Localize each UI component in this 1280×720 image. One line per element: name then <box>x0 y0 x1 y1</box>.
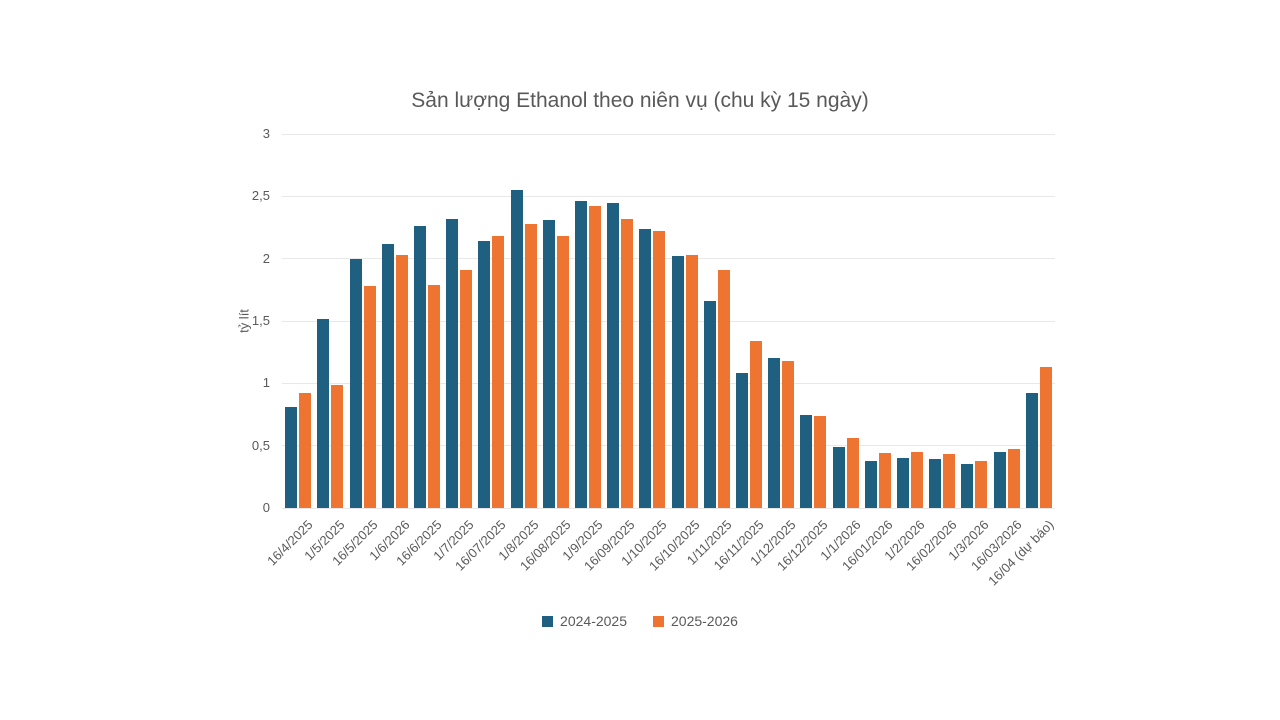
bar-2025-2026 <box>1007 449 1020 508</box>
y-tick-label: 2,5 <box>251 188 270 204</box>
bar-group <box>894 134 926 508</box>
gridline <box>282 195 1055 197</box>
bar-2025-2026 <box>395 254 408 508</box>
bar-group <box>669 134 701 508</box>
bar-group <box>797 134 829 508</box>
bar-2025-2026 <box>717 269 730 508</box>
bar-2024-2025 <box>446 218 459 508</box>
bar-group <box>636 134 668 508</box>
x-tick-label: 16/4/2025 <box>264 517 316 569</box>
bar-group <box>443 134 475 508</box>
bar-2025-2026 <box>524 223 537 508</box>
bar-2025-2026 <box>363 286 376 508</box>
bar-2025-2026 <box>943 454 956 508</box>
bar-group <box>572 134 604 508</box>
bar-2024-2025 <box>800 414 813 508</box>
y-tick-label: 3 <box>262 126 270 141</box>
bar-group <box>540 134 572 508</box>
bar-group <box>346 134 378 508</box>
gridline <box>282 258 1055 260</box>
bar-group <box>765 134 797 508</box>
bar-2025-2026 <box>814 415 827 508</box>
bar-2024-2025 <box>542 220 555 508</box>
bar-2024-2025 <box>993 451 1006 508</box>
bar-2025-2026 <box>653 231 666 508</box>
bar-2025-2026 <box>750 340 762 508</box>
bar-2024-2025 <box>929 459 942 508</box>
bar-2024-2025 <box>736 373 748 508</box>
bar-2024-2025 <box>768 358 781 508</box>
y-tick-label: 0,5 <box>251 437 270 453</box>
legend: 2024-2025 2025-2026 <box>0 613 1280 629</box>
gridline <box>282 507 1055 509</box>
bar-2025-2026 <box>492 236 505 508</box>
bar-2024-2025 <box>285 407 298 508</box>
bar-2024-2025 <box>639 228 652 508</box>
bar-2024-2025 <box>478 241 491 508</box>
bar-2025-2026 <box>621 218 634 508</box>
bar-2024-2025 <box>1025 393 1038 508</box>
bar-2024-2025 <box>381 243 394 508</box>
gridline <box>282 133 1055 135</box>
chart-title: Sản lượng Ethanol theo niên vụ (chu kỳ 1… <box>411 89 869 112</box>
bar-2024-2025 <box>671 256 684 508</box>
bar-2025-2026 <box>685 254 698 508</box>
bar-group <box>411 134 443 508</box>
bar-2025-2026 <box>460 269 473 508</box>
legend-item: 2025-2026 <box>653 613 738 629</box>
bar-2024-2025 <box>832 446 845 508</box>
bar-group <box>507 134 539 508</box>
legend-swatch <box>542 615 554 627</box>
bar-group <box>958 134 990 508</box>
bar-2024-2025 <box>349 258 362 508</box>
bar-group <box>926 134 958 508</box>
y-tick-label: 1,5 <box>251 313 270 328</box>
bar-2025-2026 <box>427 284 440 508</box>
bar-2024-2025 <box>864 460 877 508</box>
bar-2025-2026 <box>588 206 601 508</box>
bar-2024-2025 <box>574 201 587 508</box>
bar-group <box>830 134 862 508</box>
gridline <box>282 320 1055 322</box>
bar-2025-2026 <box>299 393 312 508</box>
bar-2025-2026 <box>556 236 569 508</box>
bar-group <box>1023 134 1055 508</box>
bar-group <box>282 134 314 508</box>
bar-2025-2026 <box>911 451 924 508</box>
bar-2024-2025 <box>961 464 974 508</box>
bar-2025-2026 <box>846 438 859 508</box>
bar-group <box>604 134 636 508</box>
bar-2024-2025 <box>607 202 620 508</box>
bar-group <box>733 134 765 508</box>
bar-2024-2025 <box>413 226 426 508</box>
bar-2025-2026 <box>782 360 795 508</box>
bar-2024-2025 <box>703 301 716 508</box>
y-tick-label: 2 <box>262 250 270 266</box>
bar-2025-2026 <box>1039 367 1052 508</box>
plot-area <box>282 133 1055 509</box>
bar-group <box>862 134 894 508</box>
y-tick-label: 0 <box>262 500 270 515</box>
y-tick-label: 1 <box>262 375 270 391</box>
bar-group <box>475 134 507 508</box>
bar-2024-2025 <box>317 318 330 508</box>
bar-2025-2026 <box>331 384 344 508</box>
bar-group <box>379 134 411 508</box>
legend-item: 2024-2025 <box>542 613 627 629</box>
bar-group <box>701 134 733 508</box>
bar-group <box>314 134 346 508</box>
bar-2025-2026 <box>975 460 988 508</box>
legend-label: 2025-2026 <box>671 613 738 629</box>
legend-label: 2024-2025 <box>560 613 627 629</box>
bar-2025-2026 <box>878 453 891 508</box>
bar-group <box>991 134 1023 508</box>
gridline <box>282 445 1055 447</box>
gridline <box>282 382 1055 384</box>
bar-2024-2025 <box>510 190 523 508</box>
bar-2024-2025 <box>897 458 910 508</box>
legend-swatch <box>653 615 664 627</box>
